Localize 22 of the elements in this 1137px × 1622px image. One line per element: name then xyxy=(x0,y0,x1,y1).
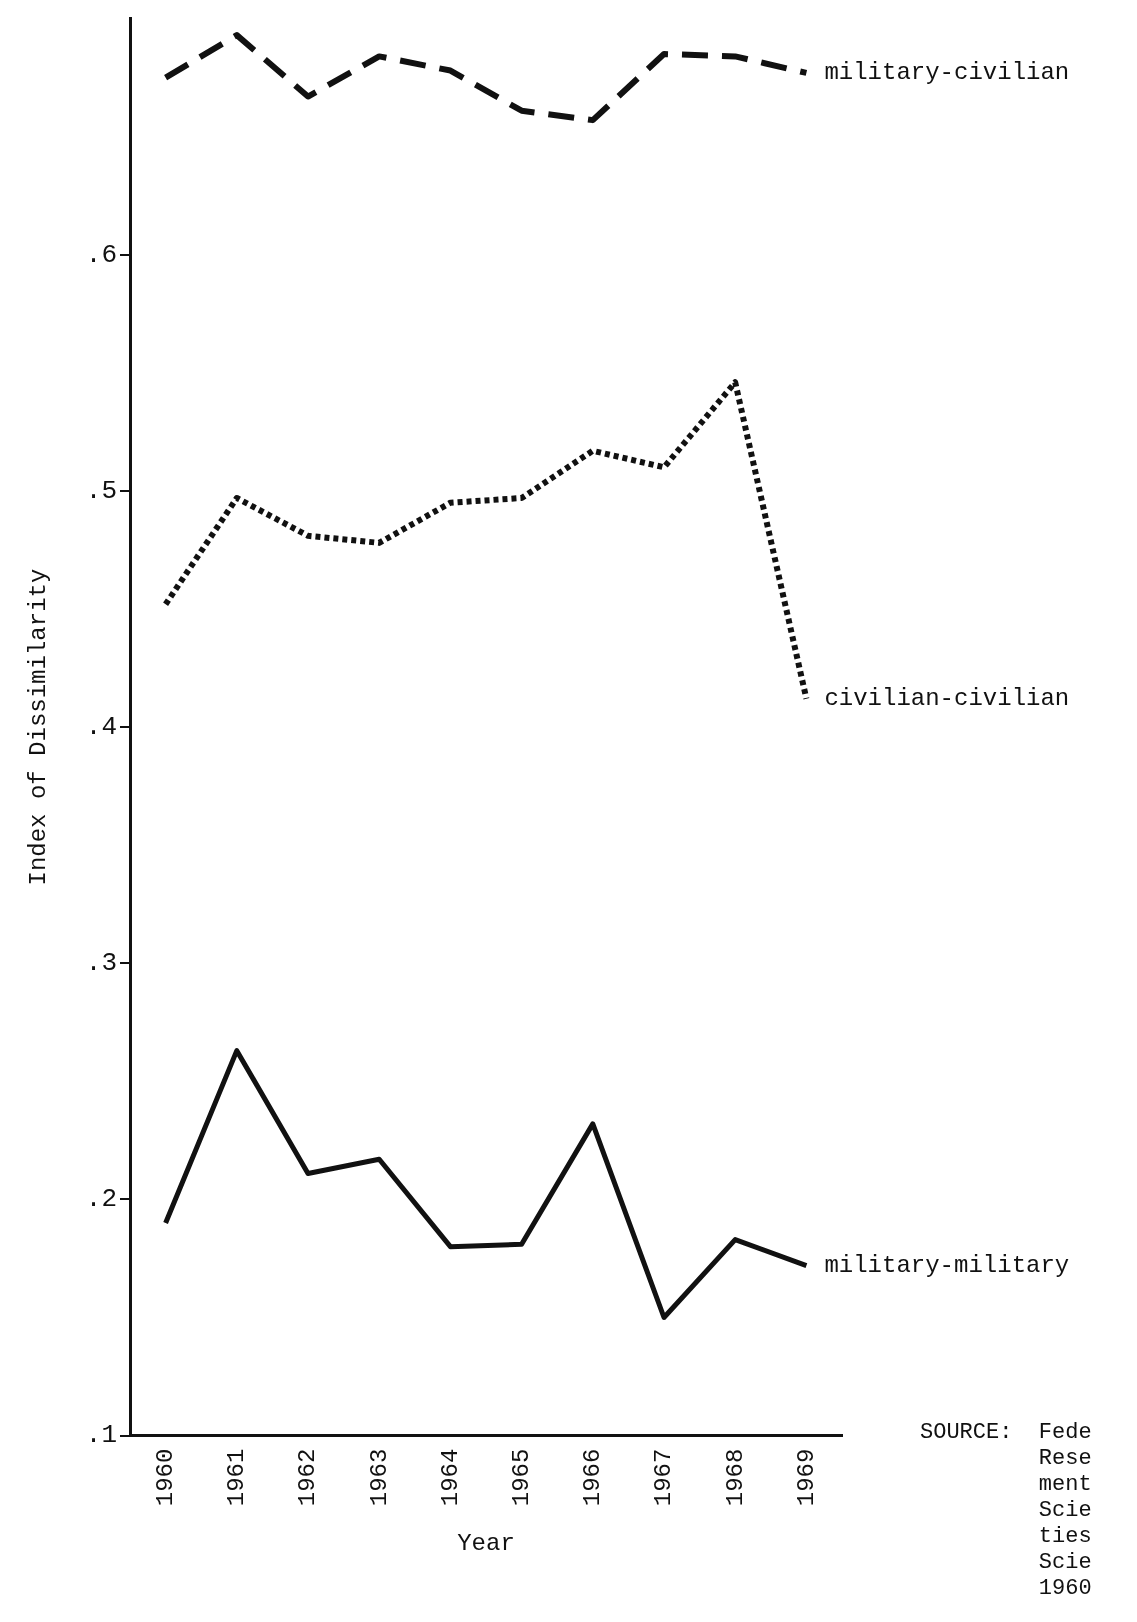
y-tick-label: .3 xyxy=(85,948,118,979)
y-tick-label: .1 xyxy=(85,1420,118,1451)
y-tick-label: .6 xyxy=(85,239,118,270)
x-tick-label: 1967 xyxy=(650,1448,678,1507)
x-tick-label: 1964 xyxy=(436,1448,464,1507)
x-tick-label: 1968 xyxy=(721,1448,749,1507)
x-tick-label: 1962 xyxy=(294,1448,322,1507)
y-tick-label: .5 xyxy=(85,475,118,506)
y-tick-label: .2 xyxy=(85,1184,118,1215)
y-axis-title: Index of Dissimilarity xyxy=(24,568,52,886)
x-tick-label: 1960 xyxy=(151,1448,179,1507)
x-tick-label: 1966 xyxy=(579,1448,607,1507)
series-label: military-civilian xyxy=(824,59,1070,87)
y-tick-label: .4 xyxy=(85,711,118,742)
x-tick-label: 1969 xyxy=(792,1448,820,1507)
series-label: military-military xyxy=(824,1251,1070,1279)
x-tick-label: 1965 xyxy=(507,1448,535,1507)
x-axis-title: Year xyxy=(457,1529,515,1557)
x-tick-label: 1961 xyxy=(223,1448,251,1507)
x-tick-label: 1963 xyxy=(365,1448,393,1507)
series-label: civilian-civilian xyxy=(824,685,1070,713)
source-note: SOURCE: Fede Rese ment Scie ties Scie 1960 xyxy=(920,1420,1092,1601)
